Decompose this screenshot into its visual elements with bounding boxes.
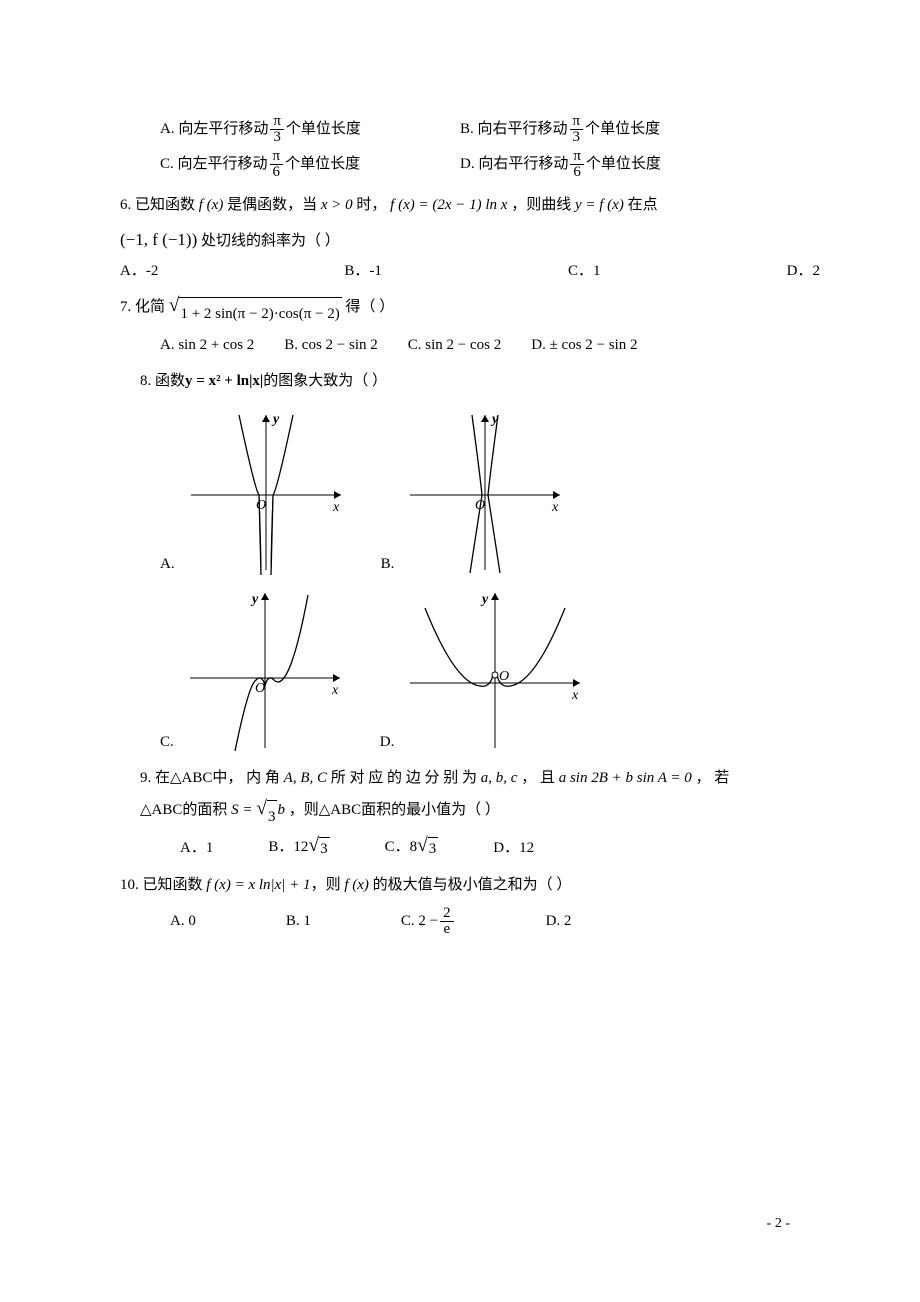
q7-option-c: C. sin 2 − cos 2 (408, 335, 501, 356)
q5a-pre: A. 向左平行移动 (160, 119, 268, 140)
fraction-icon: 2e (440, 906, 454, 937)
q6-options: A．-2 B．-1 C．1 D．2 (120, 261, 830, 282)
q8-graph-d: D. O x y (380, 583, 591, 753)
q8-label-a: A. (160, 554, 175, 575)
q5a-post: 个单位长度 (286, 119, 361, 140)
svg-text:x: x (571, 688, 579, 703)
q8-graphs-row1: A. O x y B. O x y (120, 405, 830, 575)
svg-text:x: x (551, 500, 559, 515)
q8-graphs-row2: C. O x y D. O x y (120, 583, 830, 753)
q5-row-cd: C. 向左平行移动 π6 个单位长度 D. 向右平行移动 π6 个单位长度 (120, 149, 830, 180)
fraction-icon: π6 (570, 149, 584, 180)
q9-option-a: A．1 (180, 838, 213, 859)
graph-a-svg: O x y (181, 405, 351, 575)
q9-text: 9. 在△ABC中， 内 角 A, B, C 所 对 应 的 边 分 别 为 a… (120, 763, 830, 833)
q10-option-b: B. 1 (286, 911, 311, 932)
fraction-icon: π3 (570, 114, 584, 145)
q9-option-c: C．8√3 (385, 837, 439, 860)
q8-label-b: B. (381, 554, 395, 575)
svg-text:x: x (331, 683, 339, 698)
graph-d-svg: O x y (400, 583, 590, 753)
q5-option-a: A. 向左平行移动 π3 个单位长度 (160, 114, 460, 145)
q9-options: A．1 B．12√3 C．8√3 D．12 (120, 837, 830, 860)
q8-graph-c: C. O x y (160, 583, 350, 753)
q5-option-c: C. 向左平行移动 π6 个单位长度 (160, 149, 460, 180)
q7-option-d: D. ± cos 2 − sin 2 (531, 335, 637, 356)
q7-text: 7. 化简 √1 + 2 sin(π − 2)·cos(π − 2) 得（ ） (120, 292, 830, 331)
q8-text: 8. 函数y = x² + ln|x|的图象大致为（ ） (120, 366, 830, 398)
sqrt-icon: √3 (256, 800, 277, 834)
q5-option-d: D. 向右平行移动 π6 个单位长度 (460, 149, 661, 180)
q8-label-c: C. (160, 732, 174, 753)
q10-option-a: A. 0 (170, 911, 196, 932)
fraction-icon: π3 (270, 114, 284, 145)
q10-options: A. 0 B. 1 C. 2 − 2e D. 2 (120, 906, 830, 937)
q8-graph-b: B. O x y (381, 405, 571, 575)
q6-option-b: B．-1 (344, 261, 382, 282)
q6-option-d: D．2 (787, 261, 820, 282)
q5d-pre: D. 向右平行移动 (460, 154, 568, 175)
svg-text:y: y (480, 592, 489, 607)
svg-text:O: O (475, 498, 485, 513)
q10-option-d: D. 2 (546, 911, 572, 932)
q9-option-b: B．12√3 (268, 837, 329, 860)
q5c-pre: C. 向左平行移动 (160, 154, 268, 175)
svg-text:y: y (250, 592, 259, 607)
svg-text:y: y (490, 412, 499, 427)
q7-options: A. sin 2 + cos 2 B. cos 2 − sin 2 C. sin… (120, 335, 830, 356)
sqrt-icon: √1 + 2 sin(π − 2)·cos(π − 2) (169, 297, 342, 331)
q6-option-c: C．1 (568, 261, 601, 282)
svg-text:O: O (255, 681, 265, 696)
q6-text: 6. 已知函数 f (x) 是偶函数，当 x > 0 时， f (x) = (2… (120, 190, 830, 257)
page-content: A. 向左平行移动 π3 个单位长度 B. 向右平行移动 π3 个单位长度 C.… (0, 0, 920, 937)
q5b-post: 个单位长度 (585, 119, 660, 140)
q7-option-b: B. cos 2 − sin 2 (284, 335, 377, 356)
q5b-pre: B. 向右平行移动 (460, 119, 568, 140)
q10-option-c: C. 2 − 2e (401, 906, 456, 937)
q9-option-d: D．12 (493, 838, 534, 859)
q6-option-a: A．-2 (120, 261, 158, 282)
q7-option-a: A. sin 2 + cos 2 (160, 335, 254, 356)
q5-option-b: B. 向右平行移动 π3 个单位长度 (460, 114, 660, 145)
graph-b-svg: O x y (400, 405, 570, 575)
fraction-icon: π6 (270, 149, 284, 180)
q5-row-ab: A. 向左平行移动 π3 个单位长度 B. 向右平行移动 π3 个单位长度 (120, 114, 830, 145)
svg-text:O: O (256, 498, 266, 513)
svg-text:y: y (271, 412, 280, 427)
q10-text: 10. 已知函数 f (x) = x ln|x| + 1，则 f (x) 的极大… (120, 870, 830, 902)
q5c-post: 个单位长度 (285, 154, 360, 175)
q8-graph-a: A. O x y (160, 405, 351, 575)
q8-label-d: D. (380, 732, 395, 753)
svg-text:O: O (499, 669, 509, 684)
q5d-post: 个单位长度 (586, 154, 661, 175)
graph-c-svg: O x y (180, 583, 350, 753)
page-number: - 2 - (767, 1216, 790, 1232)
svg-text:x: x (332, 500, 340, 515)
